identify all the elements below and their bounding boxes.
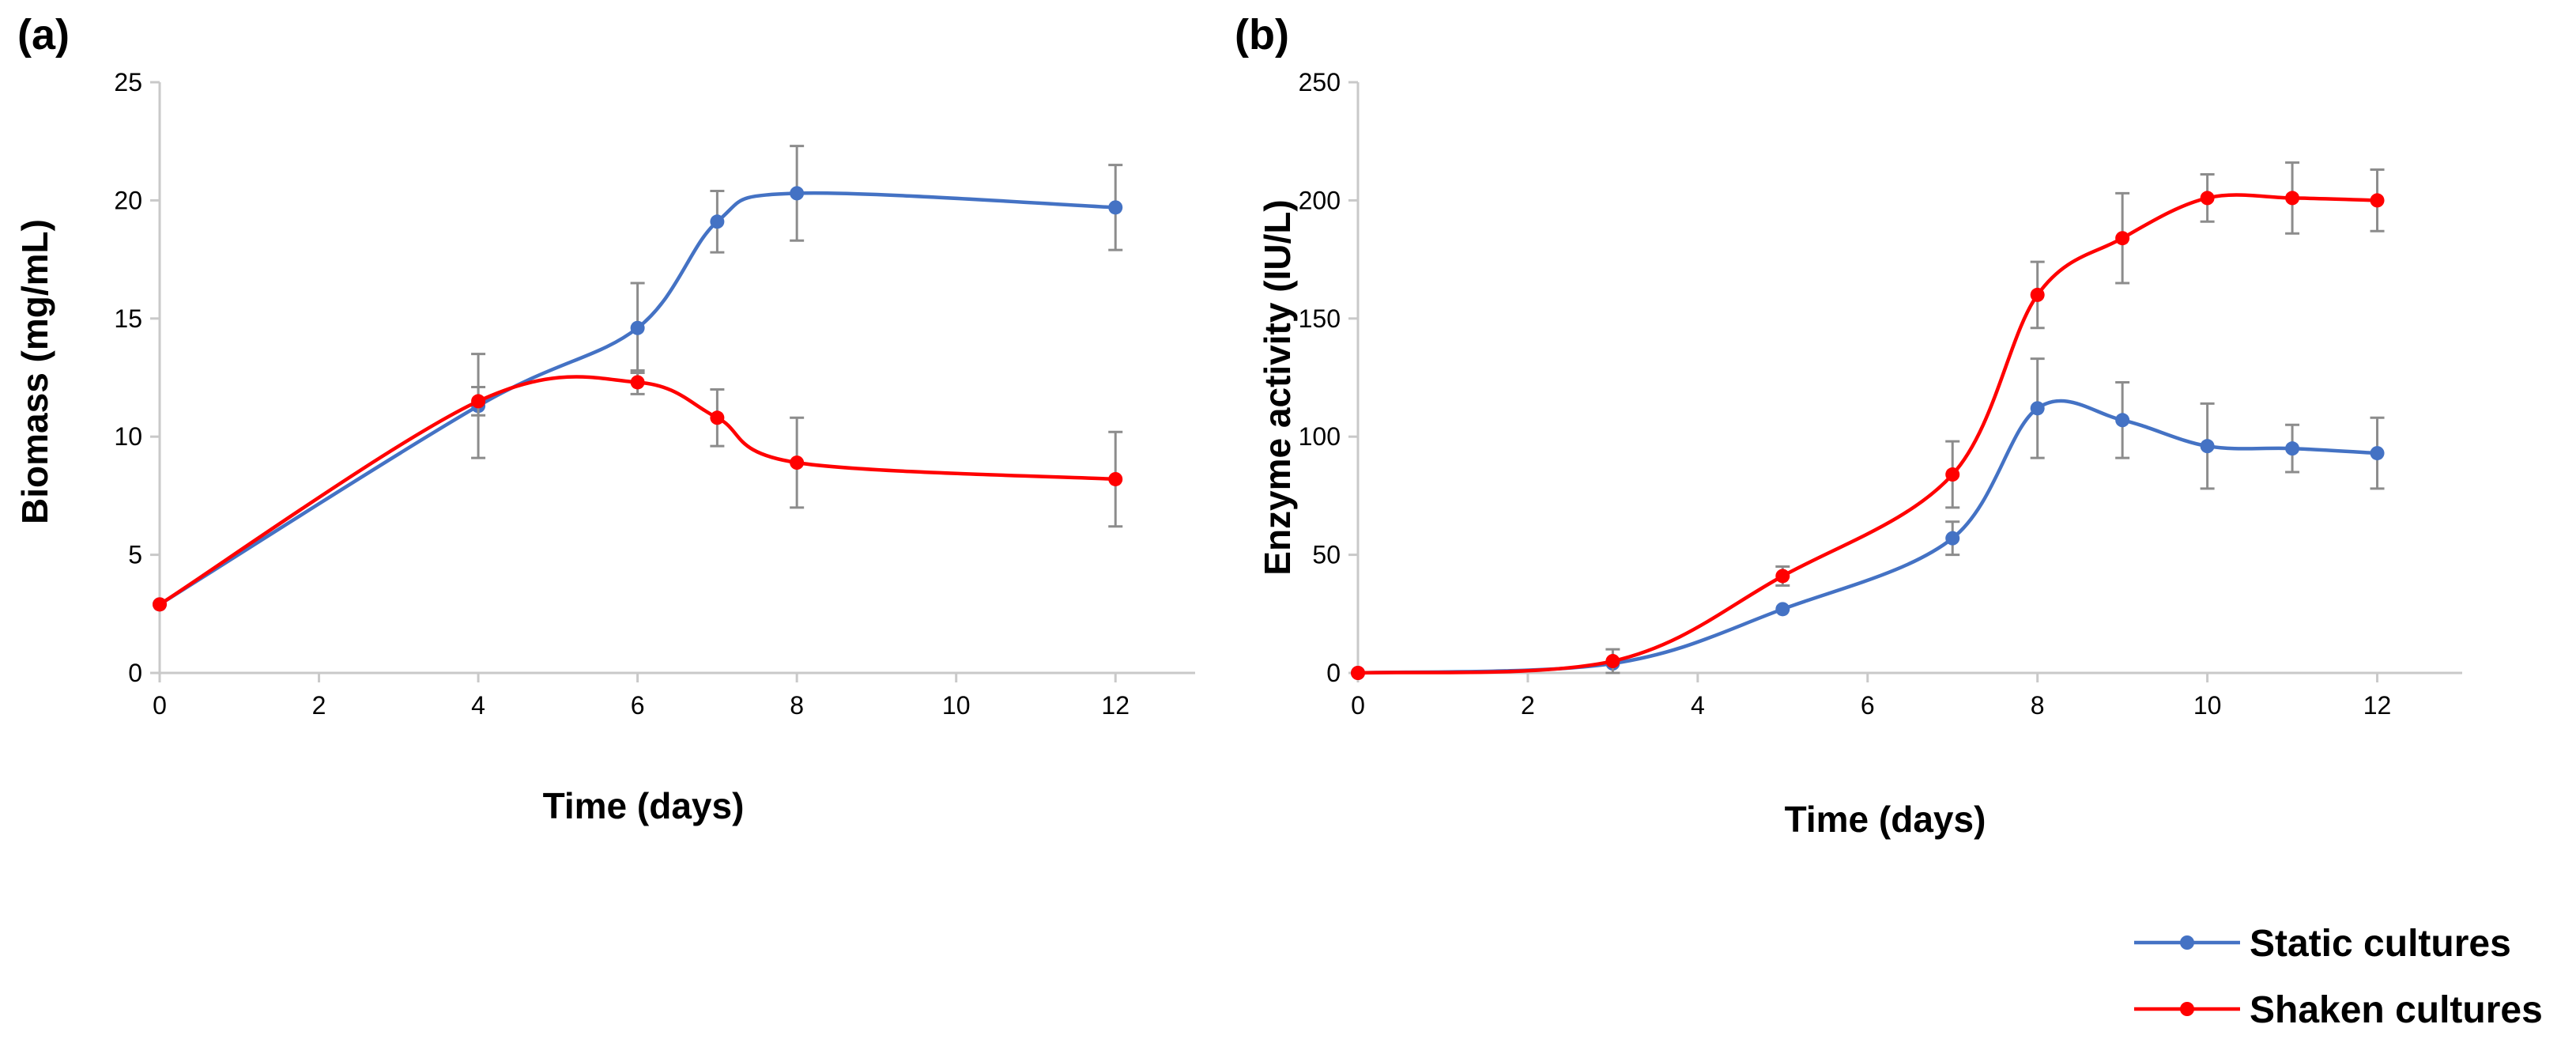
panel-label-b: (b) [1235, 11, 1289, 59]
data-point-static-a [630, 320, 645, 335]
x-tick-label-a: 2 [312, 691, 326, 720]
data-point-shaken-b [2370, 193, 2385, 208]
data-point-shaken-a [630, 375, 645, 390]
x-tick-label-b: 2 [1521, 691, 1535, 720]
x-tick-label-b: 0 [1351, 691, 1365, 720]
data-point-static-b [2200, 439, 2215, 454]
x-tick-label-a: 0 [153, 691, 167, 720]
y-tick-label-b: 100 [1299, 422, 1341, 451]
y-tick-label-a: 20 [114, 186, 142, 214]
x-tick-label-a: 8 [790, 691, 804, 720]
data-point-shaken-a [790, 455, 805, 470]
y-axis-title-b: Enzyme activity (IU/L) [1257, 199, 1298, 575]
x-tick-label-b: 12 [2363, 691, 2392, 720]
data-point-shaken-b [1351, 666, 1365, 680]
legend: Static cultures Shaken cultures [2134, 923, 2543, 1031]
data-point-static-b [2115, 413, 2130, 428]
data-point-shaken-a [710, 410, 725, 425]
x-axis-title-b: Time (days) [1785, 799, 1986, 840]
series-line-static-a [158, 191, 1116, 607]
legend-item-shaken: Shaken cultures [2134, 989, 2543, 1031]
x-tick-label-a: 10 [942, 691, 971, 720]
y-tick-label-b: 50 [1312, 541, 1341, 569]
y-tick-label-a: 10 [114, 422, 142, 451]
data-point-shaken-b [2200, 191, 2215, 206]
data-point-static-b [1945, 531, 1960, 546]
x-tick-label-b: 8 [2031, 691, 2045, 720]
x-axis-title-a: Time (days) [543, 785, 745, 826]
data-point-shaken-a [1108, 471, 1123, 486]
x-tick-label-a: 6 [631, 691, 645, 720]
data-point-shaken-b [2115, 231, 2130, 246]
series-line-static-b [1357, 399, 2378, 675]
series-line-shaken-a [158, 375, 1116, 607]
y-tick-label-a: 5 [128, 541, 142, 569]
y-tick-label-a: 0 [128, 659, 142, 687]
x-tick-label-b: 10 [2193, 691, 2222, 720]
x-tick-label-a: 12 [1101, 691, 1130, 720]
legend-marker-shaken [2180, 1002, 2194, 1016]
y-tick-label-b: 250 [1299, 68, 1341, 96]
x-tick-label-b: 4 [1691, 691, 1705, 720]
data-point-static-a [790, 186, 805, 201]
data-point-static-b [2370, 446, 2385, 461]
legend-label-shaken: Shaken cultures [2250, 989, 2543, 1031]
x-tick-label-b: 6 [1861, 691, 1875, 720]
data-point-static-a [1108, 200, 1123, 215]
series-line-shaken-b [1357, 193, 2378, 675]
legend-item-static: Static cultures [2134, 923, 2511, 965]
data-point-static-b [1775, 602, 1790, 617]
y-tick-label-a: 25 [114, 68, 142, 96]
panel-label-a: (a) [17, 11, 70, 59]
data-point-shaken-b [1775, 569, 1790, 584]
y-tick-label-a: 15 [114, 304, 142, 333]
y-tick-label-b: 0 [1326, 659, 1341, 687]
data-point-shaken-b [2285, 191, 2300, 206]
data-point-shaken-a [471, 394, 486, 409]
data-point-shaken-b [2030, 287, 2045, 302]
y-axis-title-a: Biomass (mg/mL) [14, 219, 55, 524]
legend-marker-static [2180, 935, 2194, 950]
data-point-shaken-b [1945, 467, 1960, 482]
plot-area-b: 0 50 100 150 200 250 0 2 4 6 8 10 12 [1299, 68, 2462, 720]
data-point-static-a [710, 214, 725, 229]
data-point-shaken-a [153, 597, 167, 612]
data-point-static-b [2030, 401, 2045, 416]
legend-label-static: Static cultures [2250, 923, 2511, 965]
x-tick-label-a: 4 [471, 691, 485, 720]
data-point-static-b [2285, 441, 2300, 456]
y-tick-label-b: 200 [1299, 186, 1341, 214]
y-tick-label-b: 150 [1299, 304, 1341, 333]
data-point-shaken-b [1605, 654, 1620, 669]
plot-area-a: 0 5 10 15 20 25 0 2 4 6 8 10 12 [114, 68, 1195, 720]
